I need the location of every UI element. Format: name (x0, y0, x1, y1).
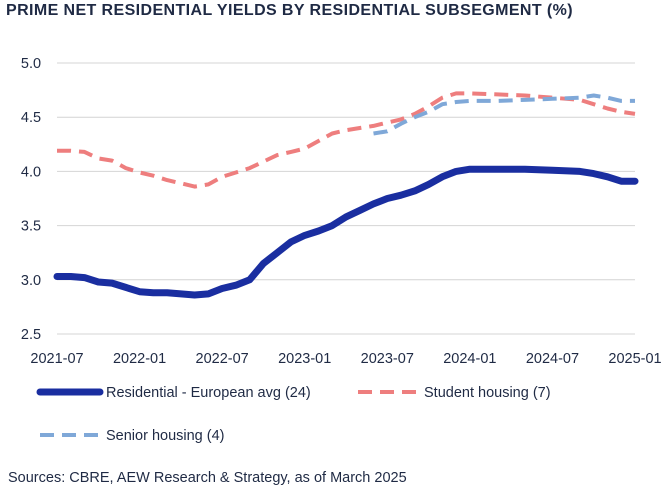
y-axis-ticks: 2.5 3.0 3.5 4.0 4.5 5.0 (21, 56, 41, 343)
legend-label-0: Residential - European avg (24) (106, 385, 311, 401)
legend: Residential - European avg (24) Student h… (36, 385, 551, 444)
series-line-2 (373, 93, 635, 136)
y-tick-label: 4.5 (21, 110, 41, 126)
legend-label-2: Senior housing (4) (106, 428, 225, 444)
series-line-1 (57, 91, 636, 189)
x-tick-label: 2022-07 (196, 351, 249, 367)
series-line-0 (53, 165, 639, 299)
source-note: Sources: CBRE, AEW Research & Strategy, … (8, 470, 407, 486)
x-tick-label: 2024-01 (443, 351, 496, 367)
legend-label-1: Student housing (7) (424, 385, 551, 401)
y-tick-label: 3.5 (21, 219, 41, 235)
chart-title: PRIME NET RESIDENTIAL YIELDS BY RESIDENT… (6, 2, 573, 19)
x-tick-label: 2024-07 (526, 351, 579, 367)
x-tick-label: 2025-01 (608, 351, 661, 367)
x-tick-label: 2021-07 (30, 351, 83, 367)
series-lines (53, 91, 639, 299)
y-tick-label: 3.0 (21, 273, 41, 289)
x-tick-label: 2023-07 (361, 351, 414, 367)
y-tick-label: 4.0 (21, 164, 41, 180)
y-tick-label: 5.0 (21, 56, 41, 72)
y-tick-label: 2.5 (21, 327, 41, 343)
x-axis-ticks: 2021-07 2022-01 2022-07 2023-01 2023-07 2024-… (30, 351, 661, 367)
x-tick-label: 2022-01 (113, 351, 166, 367)
x-tick-label: 2023-01 (278, 351, 331, 367)
